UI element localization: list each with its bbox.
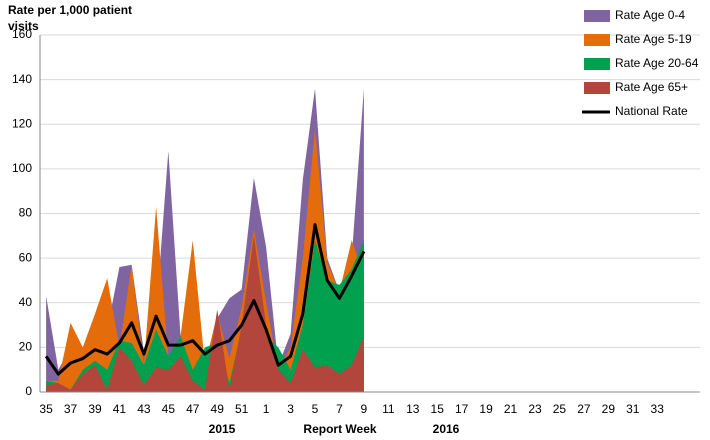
x-tick-label: 15 [431,402,445,416]
area [46,128,364,392]
y-tick-label: 40 [19,295,33,309]
x-tick-label: 11 [382,402,395,416]
x-tick-label: 13 [406,402,420,416]
x-tick-label: 35 [39,402,53,416]
x-tick-label: 9 [361,402,368,416]
legend-swatch [584,82,610,94]
legend-swatch [584,34,610,46]
x-tick-label: 23 [528,402,542,416]
x-tick-label: 41 [113,402,127,416]
x-tick-label: 33 [651,402,665,416]
legend-label: Rate Age 5-19 [615,32,692,46]
legend-swatch [584,10,610,22]
x-tick-label: 39 [88,402,102,416]
x-tick-label: 51 [235,402,249,416]
x-tick-label: 27 [577,402,591,416]
x-tick-label: 7 [336,402,343,416]
area [46,235,364,392]
x-tick-label: 31 [626,402,640,416]
y-tick-label: 0 [25,384,32,398]
y-tick-label: 20 [19,340,33,354]
x-tick-label: 1 [263,402,270,416]
line [44,223,366,376]
legend-swatch [584,58,610,70]
legend-label: National Rate [615,104,688,118]
y-tick-label: 140 [12,72,32,86]
y-tick-label: 80 [19,206,33,220]
y-tick-label: 160 [12,27,32,41]
x-tick-label: 29 [602,402,616,416]
x-tick-label: 43 [137,402,151,416]
y-axis-title: Rate per 1,000 patient visits [8,3,133,33]
x-tick-label: 5 [312,402,319,416]
x-axis-title: Report Week [303,422,376,436]
x-tick-label: 25 [553,402,567,416]
x-tick-label: 3 [287,402,294,416]
legend-label: Rate Age 0-4 [615,8,685,22]
legend-label: Rate Age 20-64 [615,56,699,70]
x-tick-label: 19 [479,402,493,416]
x-tick-label: 49 [211,402,225,416]
y-tick-label: 60 [19,250,33,264]
y-tick-label: 120 [12,116,32,130]
x-tick-label: 37 [64,402,78,416]
year-label: 2016 [433,422,460,436]
x-tick-label: 17 [455,402,469,416]
y-tick-label: 100 [12,161,32,175]
x-tick-label: 45 [162,402,176,416]
x-tick-label: 21 [504,402,518,416]
legend-label: Rate Age 65+ [615,80,688,94]
year-label: 2015 [209,422,236,436]
x-tick-label: 47 [186,402,200,416]
